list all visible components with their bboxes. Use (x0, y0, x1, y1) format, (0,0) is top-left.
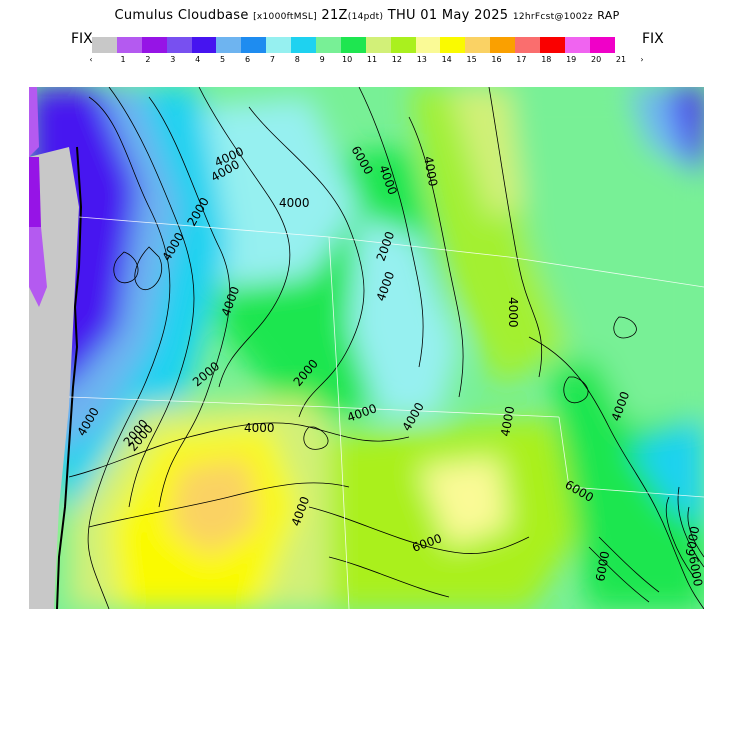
legend-tick-label: 16 (491, 55, 502, 64)
legend-swatch (515, 37, 541, 53)
legend-tick-label: 9 (319, 55, 325, 64)
legend-swatch (440, 37, 466, 53)
fix-label-left: FIX (71, 31, 93, 47)
contour-label: 4000 (244, 421, 275, 435)
cloudbase-map: 6000 4000 4000 2000 2000 4000 4000 2000 … (29, 87, 704, 609)
contour-label: 4000 (279, 196, 310, 210)
legend-tick-label: 15 (466, 55, 477, 64)
coastline (56, 146, 83, 609)
legend-swatch (216, 37, 242, 53)
legend-ticks: ‹ 1 2 3 4 5 6 7 8 9 10 11 12 13 14 15 16 17 18 19 20 21 › (79, 55, 654, 67)
legend-tick-label: 3 (170, 55, 176, 64)
contour-label: 4000 (506, 297, 520, 328)
borders (68, 216, 704, 609)
legend-tick-label: 20 (591, 55, 602, 64)
legend-swatch (92, 37, 117, 53)
legend-swatch (589, 37, 615, 53)
legend-tick-label: 8 (294, 55, 300, 64)
model-name: RAP (597, 9, 620, 22)
legend-arrow-right: › (640, 55, 644, 64)
legend-swatch (415, 37, 441, 53)
legend-swatch (291, 37, 317, 53)
contour-label: 6000 (683, 525, 702, 558)
legend-swatch (540, 37, 565, 53)
legend-tick-label: 6 (244, 55, 251, 64)
legend-tick-label: 1 (120, 55, 126, 64)
local-time: (14pdt) (347, 12, 384, 22)
legend-swatch (266, 37, 292, 53)
legend-tick-label: 13 (416, 55, 427, 64)
color-legend (92, 37, 615, 53)
contour-label: 6000 (593, 550, 612, 583)
contour-lines (68, 87, 704, 609)
legend-tick-label: 2 (145, 55, 151, 64)
units-label: [x1000ftMSL] (253, 12, 317, 22)
legend-swatch (340, 37, 366, 53)
product-name: Cumulus Cloudbase (114, 8, 249, 23)
legend-tick-label: 18 (541, 55, 552, 64)
legend-tick-label: 12 (391, 55, 402, 64)
legend-swatch (141, 37, 167, 53)
legend-tick-label: 21 (615, 55, 627, 64)
contour-label: 4000 (498, 405, 517, 438)
contour-label: 6000 (686, 555, 704, 588)
legend-tick-label: 19 (566, 55, 577, 64)
legend-swatch (191, 37, 217, 53)
legend-tick-label: 11 (366, 55, 378, 64)
legend-tick-label: 10 (342, 55, 353, 64)
fix-label-right: FIX (642, 31, 664, 47)
legend-tick-label: 4 (195, 55, 201, 64)
legend-swatch (166, 37, 192, 53)
legend-swatch (241, 37, 267, 53)
contour-label: 4000 (421, 155, 440, 188)
valid-date: THU 01 May 2025 (387, 8, 509, 23)
legend-swatch (390, 37, 416, 53)
legend-swatch (465, 37, 491, 53)
valid-hour: 21Z (321, 8, 348, 23)
legend-swatch (365, 37, 391, 53)
forecast-label: 12hrFcst@1002z (512, 12, 593, 22)
chart-title: Cumulus Cloudbase [x1000ftMSL] 21Z(14pdt… (0, 8, 734, 23)
legend-swatch (564, 37, 590, 53)
legend-swatch (116, 37, 142, 53)
legend-tick-label: 17 (516, 55, 527, 64)
legend-swatch (316, 37, 341, 53)
legend-tick-label: 5 (220, 55, 226, 64)
legend-arrow-left: ‹ (89, 55, 93, 64)
legend-tick-label: 14 (441, 55, 452, 64)
legend-swatch (490, 37, 516, 53)
legend-tick-label: 7 (269, 55, 275, 64)
